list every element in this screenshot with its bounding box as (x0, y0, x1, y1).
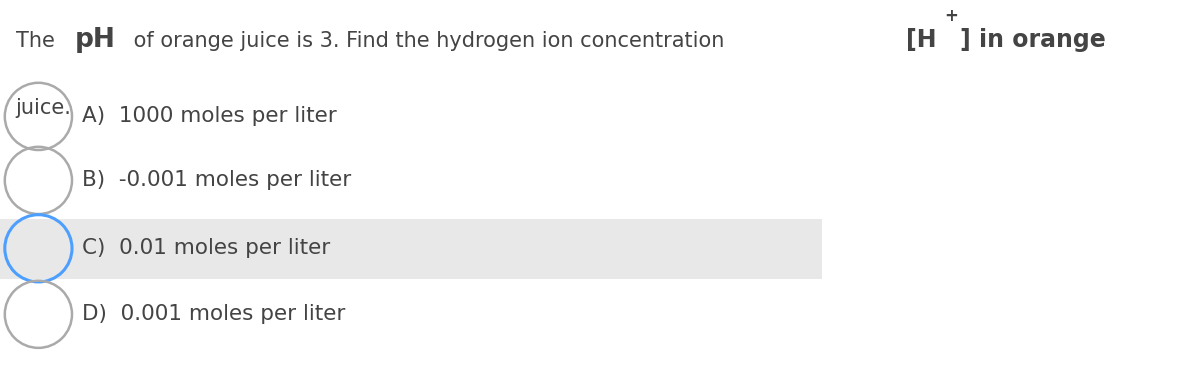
Text: B)  -0.001 moles per liter: B) -0.001 moles per liter (82, 170, 350, 191)
Text: [H: [H (906, 28, 937, 52)
Text: +: + (944, 7, 959, 25)
Text: of orange juice is 3. Find the hydrogen ion concentration: of orange juice is 3. Find the hydrogen … (127, 31, 731, 50)
Text: D)  0.001 moles per liter: D) 0.001 moles per liter (82, 304, 344, 324)
Text: ] in orange: ] in orange (960, 28, 1106, 52)
Text: juice.: juice. (16, 99, 72, 118)
Text: The: The (16, 31, 61, 50)
Text: C)  0.01 moles per liter: C) 0.01 moles per liter (82, 238, 330, 258)
FancyBboxPatch shape (0, 219, 822, 279)
Text: pH: pH (74, 26, 115, 52)
Text: A)  1000 moles per liter: A) 1000 moles per liter (82, 106, 336, 126)
